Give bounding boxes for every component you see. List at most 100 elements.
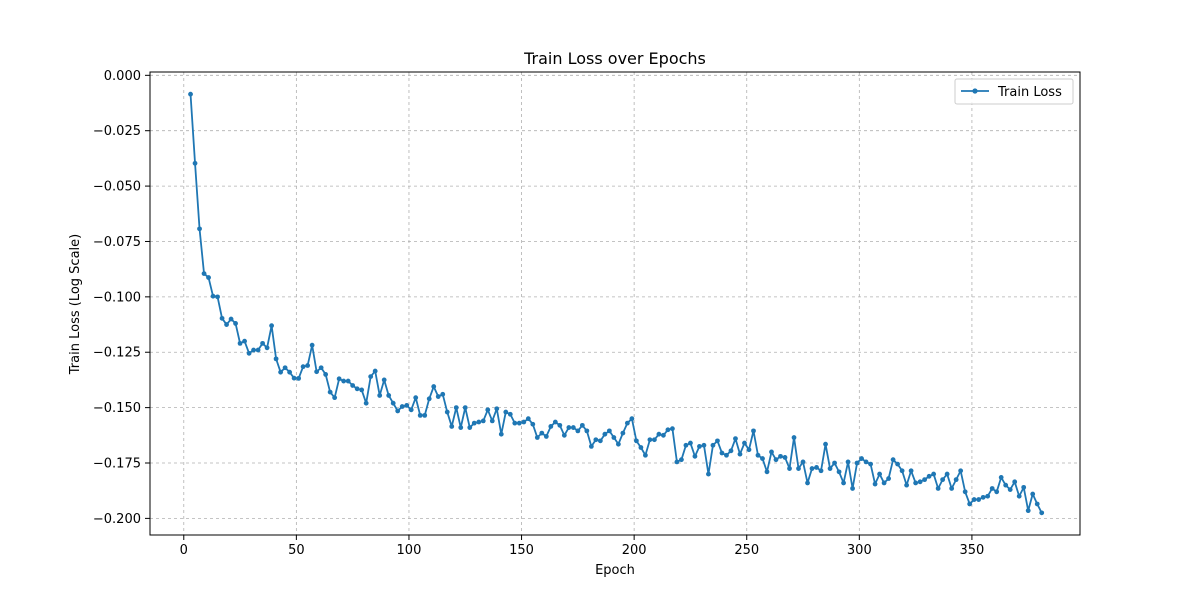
data-point: [395, 408, 401, 414]
data-point: [305, 363, 311, 368]
data-point: [435, 394, 441, 399]
data-point: [791, 435, 797, 440]
data-point: [638, 445, 644, 450]
data-point: [543, 434, 549, 439]
data-point: [805, 480, 810, 486]
data-point: [643, 452, 648, 458]
data-point: [336, 376, 342, 382]
data-point: [467, 425, 473, 430]
data-point: [233, 321, 238, 326]
y-tick-label: 0.000: [104, 69, 141, 84]
data-point: [976, 497, 982, 502]
data-point: [1025, 508, 1031, 514]
data-point: [953, 477, 959, 483]
data-point: [296, 375, 302, 381]
data-point: [431, 384, 437, 389]
data-point: [489, 418, 495, 424]
data-point: [719, 450, 725, 456]
data-point: [192, 160, 198, 166]
data-point: [332, 395, 338, 401]
data-point: [476, 419, 482, 425]
x-tick-label: 200: [622, 543, 647, 558]
data-point: [440, 391, 446, 397]
data-point: [363, 400, 369, 406]
y-tick-label: −0.100: [93, 290, 141, 305]
data-point: [1003, 482, 1009, 488]
data-point: [539, 430, 545, 436]
data-point: [570, 425, 576, 430]
data-point: [282, 365, 288, 371]
data-point: [377, 393, 383, 398]
data-point: [967, 501, 973, 507]
data-point: [733, 436, 738, 442]
data-point: [886, 476, 891, 481]
data-point: [498, 431, 504, 437]
data-point: [751, 428, 756, 434]
y-tick-label: −0.150: [93, 401, 141, 416]
data-point: [453, 405, 459, 411]
data-point: [854, 460, 860, 466]
data-point: [998, 475, 1004, 480]
data-point: [224, 322, 229, 327]
data-point: [818, 468, 824, 474]
data-point: [782, 455, 788, 460]
data-point: [949, 486, 955, 491]
data-point: [661, 432, 666, 438]
data-point: [629, 416, 635, 422]
data-point: [746, 447, 752, 453]
data-point: [588, 443, 594, 449]
data-point: [404, 403, 410, 408]
data-point: [593, 437, 599, 443]
data-point: [787, 466, 792, 471]
x-tick-label: 0: [180, 543, 188, 558]
data-point: [679, 457, 684, 463]
data-point: [737, 451, 743, 457]
data-point: [890, 457, 896, 463]
data-point: [480, 418, 486, 424]
data-point: [832, 460, 837, 466]
data-point: [877, 471, 882, 477]
x-tick-label: 300: [847, 543, 872, 558]
series-layer: [188, 91, 1045, 516]
y-tick-label: −0.050: [93, 180, 141, 195]
data-point: [1021, 484, 1027, 490]
data-point: [1012, 479, 1018, 485]
data-point: [872, 481, 878, 487]
data-point: [958, 468, 964, 474]
data-point: [823, 441, 828, 447]
series-line-train-loss: [189, 94, 1043, 514]
data-point: [219, 315, 225, 321]
data-point: [935, 486, 941, 491]
data-point: [390, 400, 396, 406]
data-point: [372, 368, 378, 374]
data-point: [197, 226, 202, 232]
data-point: [809, 466, 815, 471]
data-point: [413, 395, 419, 401]
data-point: [606, 428, 612, 434]
data-point: [534, 435, 540, 440]
data-point: [444, 409, 450, 415]
data-point: [345, 378, 351, 384]
data-point: [552, 419, 558, 425]
data-point: [665, 427, 671, 433]
data-point: [940, 477, 946, 483]
data-point: [530, 421, 536, 427]
data-point: [697, 443, 702, 449]
data-point: [309, 342, 315, 348]
data-point: [210, 293, 216, 299]
data-point: [269, 323, 274, 329]
data-point: [228, 316, 234, 322]
y-axis-label: Train Loss (Log Scale): [68, 234, 83, 375]
data-point: [503, 409, 509, 415]
data-point: [417, 412, 423, 418]
y-tick-label: −0.175: [93, 457, 141, 472]
data-point: [962, 489, 968, 495]
data-point: [507, 411, 513, 417]
data-point: [255, 347, 261, 353]
data-point: [237, 340, 243, 346]
data-point: [381, 377, 387, 383]
data-point: [426, 396, 432, 402]
data-point: [323, 371, 329, 377]
data-point: [485, 407, 491, 413]
